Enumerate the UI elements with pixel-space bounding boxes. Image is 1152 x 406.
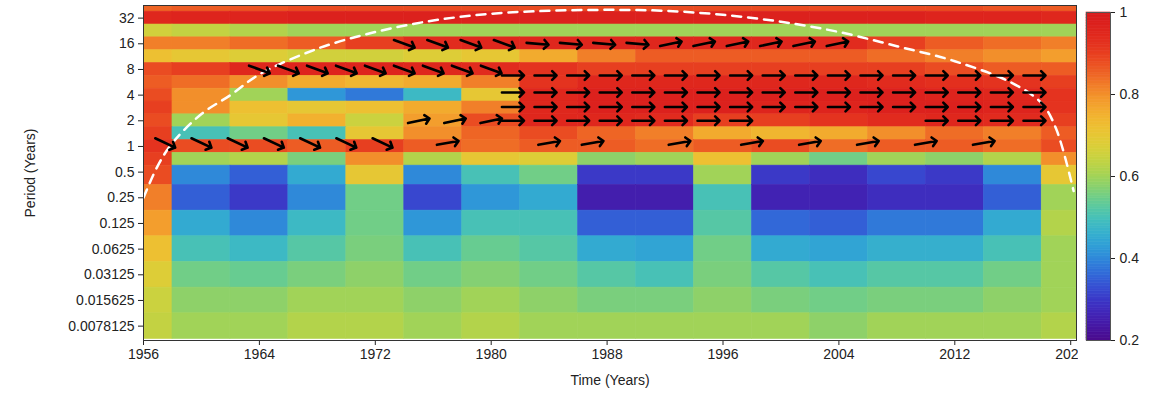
svg-text:2012: 2012 <box>939 346 970 362</box>
svg-text:Period (Years): Period (Years) <box>22 129 38 218</box>
svg-text:0.6: 0.6 <box>1120 168 1140 184</box>
svg-text:1972: 1972 <box>360 346 391 362</box>
svg-text:0.5: 0.5 <box>115 164 135 180</box>
svg-text:4: 4 <box>127 87 135 103</box>
svg-text:16: 16 <box>119 35 135 51</box>
svg-text:0.125: 0.125 <box>99 215 134 231</box>
svg-text:2020: 2020 <box>1055 346 1080 362</box>
svg-text:0.0625: 0.0625 <box>92 241 135 257</box>
svg-text:1988: 1988 <box>592 346 623 362</box>
svg-text:0.25: 0.25 <box>107 189 134 205</box>
svg-text:0.8: 0.8 <box>1120 86 1140 102</box>
svg-text:1956: 1956 <box>128 346 159 362</box>
svg-text:1: 1 <box>127 138 135 154</box>
svg-text:0.015625: 0.015625 <box>76 292 135 308</box>
svg-text:32: 32 <box>119 10 135 26</box>
svg-text:Time (Years): Time (Years) <box>570 372 649 388</box>
svg-text:1: 1 <box>1120 4 1128 20</box>
svg-text:0.0078125: 0.0078125 <box>68 318 134 334</box>
svg-text:8: 8 <box>127 61 135 77</box>
svg-text:1980: 1980 <box>476 346 507 362</box>
svg-text:2: 2 <box>127 112 135 128</box>
svg-text:0.4: 0.4 <box>1120 250 1140 266</box>
svg-text:1964: 1964 <box>244 346 275 362</box>
svg-text:0.03125: 0.03125 <box>84 266 135 282</box>
svg-text:1996: 1996 <box>707 346 738 362</box>
svg-text:0.2: 0.2 <box>1120 332 1140 348</box>
svg-text:2004: 2004 <box>823 346 854 362</box>
